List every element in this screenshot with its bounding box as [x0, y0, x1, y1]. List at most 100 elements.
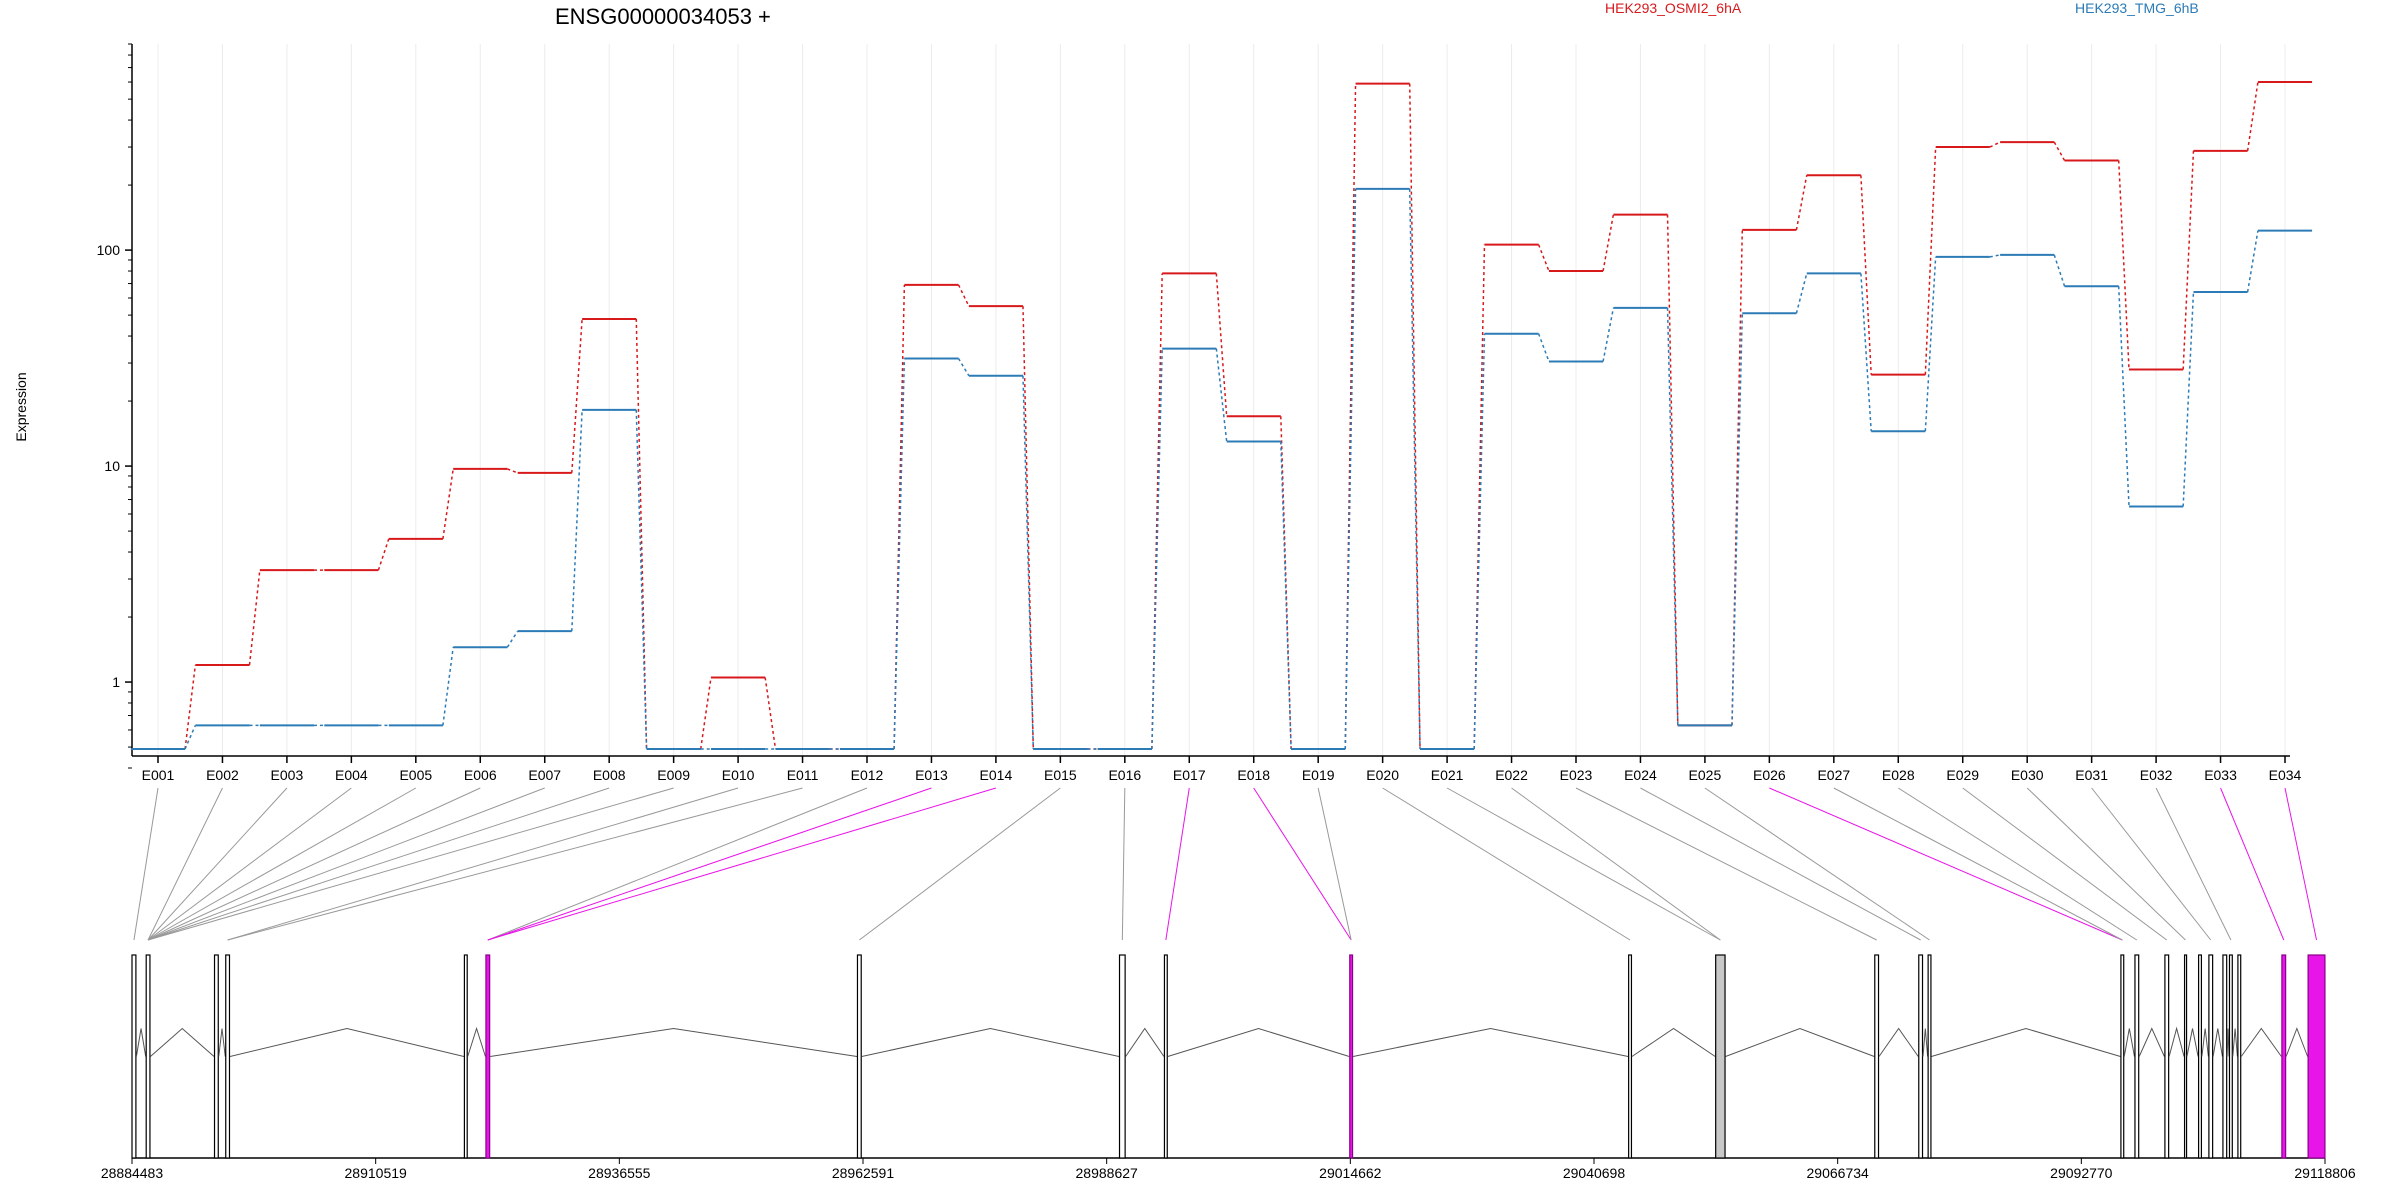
intron	[2138, 1027, 2165, 1057]
intron	[861, 1027, 1120, 1057]
connector	[227, 787, 803, 941]
x-tick-label: E004	[335, 767, 368, 783]
genomic-tick-label: 28884483	[101, 1165, 164, 1181]
data-transition	[1151, 348, 1163, 749]
data-transition	[184, 725, 197, 750]
intron	[218, 1028, 226, 1057]
intron	[1725, 1027, 1875, 1057]
exon	[856, 954, 862, 1159]
x-tick-label: E010	[722, 767, 755, 783]
genomic-tick-label: 28936555	[588, 1165, 651, 1181]
y-axis-label: Expression	[13, 372, 29, 441]
data-transition	[1666, 214, 1679, 726]
data-transition	[1280, 441, 1292, 749]
x-tick-label: E023	[1560, 767, 1593, 783]
x-tick-label: E006	[464, 767, 497, 783]
genomic-tick-label: 29040698	[1563, 1165, 1626, 1181]
data-transition	[2053, 254, 2066, 287]
intron	[1922, 1028, 1929, 1057]
highlighted-connector	[487, 787, 932, 941]
x-tick-label: E007	[528, 767, 561, 783]
connector	[147, 787, 545, 941]
data-transition	[1473, 244, 1486, 749]
x-tick-label: E025	[1689, 767, 1722, 783]
data-transition	[1602, 214, 1615, 272]
y-tick-label: 10	[104, 458, 120, 474]
x-tick-label: E016	[1108, 767, 1141, 783]
data-transition	[893, 358, 906, 749]
exon	[225, 954, 231, 1159]
series-1	[130, 81, 2313, 750]
exon	[1118, 954, 1126, 1159]
data-transition	[957, 284, 970, 307]
highlighted-exon	[485, 954, 491, 1159]
chart-title: ENSG00000034053 +	[555, 4, 771, 29]
series-2	[130, 187, 2313, 750]
data-transition	[571, 318, 583, 473]
exon	[2237, 954, 2242, 1159]
intron	[1878, 1027, 1919, 1057]
connector	[147, 787, 610, 941]
connector	[859, 787, 1061, 941]
exon	[1715, 954, 1726, 1159]
data-transition	[571, 409, 583, 632]
highlighted-connector	[1769, 787, 2123, 941]
data-transition	[1989, 141, 2001, 148]
intron	[1931, 1027, 2121, 1057]
x-tick-label: E011	[787, 767, 819, 783]
exon	[2228, 954, 2233, 1159]
connector	[1317, 787, 1352, 941]
exon	[2120, 954, 2125, 1159]
genomic-tick-label: 28910519	[345, 1165, 408, 1181]
x-tick-label: E020	[1366, 767, 1399, 783]
data-transition	[1408, 188, 1421, 749]
data-transition	[1795, 273, 1808, 314]
data-transition	[377, 538, 390, 571]
data-transition	[2117, 286, 2130, 507]
x-tick-label: E027	[1817, 767, 1850, 783]
connector	[147, 787, 481, 941]
x-tick-label: E002	[206, 767, 239, 783]
exon	[2208, 954, 2214, 1159]
gridlines	[157, 44, 2286, 756]
x-tick-label: E028	[1882, 767, 1915, 783]
legend-series-1: HEK293_OSMI2_6hA	[1605, 0, 1742, 16]
data-transition	[1795, 175, 1808, 231]
intron	[2226, 1028, 2230, 1057]
connector	[147, 787, 352, 941]
exon	[131, 954, 137, 1159]
highlighted-connector	[2220, 787, 2285, 941]
data-transition	[2182, 150, 2195, 370]
intron	[150, 1027, 215, 1057]
x-tick-label: E017	[1173, 767, 1206, 783]
intron	[2123, 1028, 2135, 1057]
x-tick-label: E018	[1237, 767, 1270, 783]
exon	[2197, 954, 2203, 1159]
data-transition	[1860, 273, 1872, 432]
data-transition	[1344, 83, 1357, 749]
data-transition	[248, 569, 261, 666]
intron	[467, 1026, 486, 1057]
data-transition	[1408, 83, 1421, 749]
highlighted-connector	[487, 787, 997, 941]
connector	[1640, 787, 1921, 941]
x-tick-label: E001	[142, 767, 175, 783]
connector	[2155, 787, 2232, 941]
genomic-tick-label: 29092770	[2050, 1165, 2113, 1181]
intron	[135, 1028, 147, 1057]
intron	[2285, 1027, 2309, 1057]
gene-model: 28884483 28910519 28936555 28962591 28988627…	[101, 954, 2356, 1181]
data-transition	[1537, 333, 1550, 362]
series-lines	[130, 81, 2313, 750]
exon	[145, 954, 151, 1159]
connector	[133, 787, 159, 941]
data-transition	[2246, 230, 2259, 293]
highlighted-exon	[2307, 954, 2326, 1159]
connector	[2026, 787, 2186, 941]
exon	[2222, 954, 2228, 1159]
exon	[2164, 954, 2170, 1159]
intron	[1352, 1027, 1629, 1057]
connector	[1121, 787, 1126, 941]
